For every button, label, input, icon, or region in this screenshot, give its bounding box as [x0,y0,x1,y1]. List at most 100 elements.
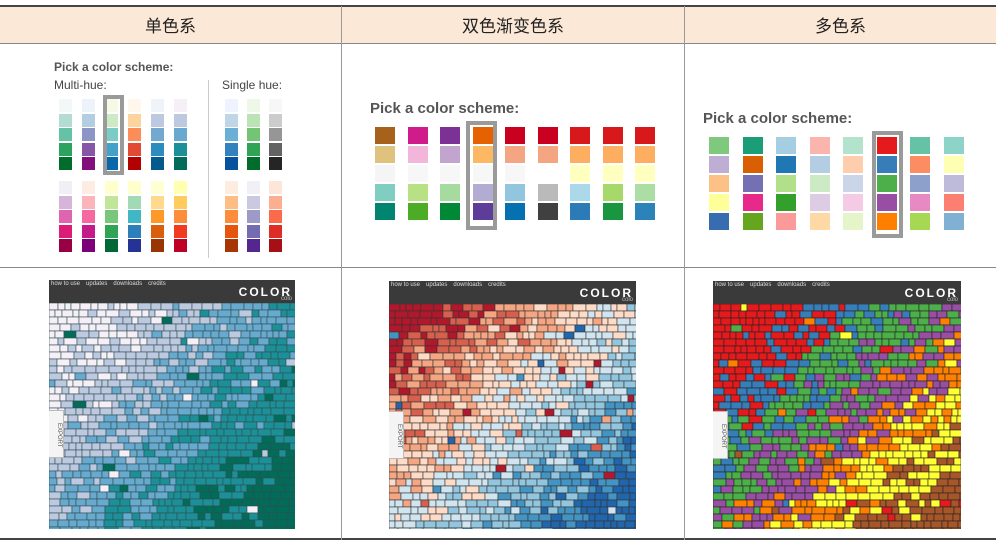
county-cell [806,338,815,347]
nav-updates[interactable]: updates [750,282,772,288]
county-cell [603,457,615,466]
county-cell [129,449,138,458]
county-cell [724,527,736,529]
color-scheme-option[interactable] [709,137,729,230]
county-map[interactable] [713,303,961,529]
county-cell [494,373,509,382]
county-cell [97,302,109,311]
color-scheme-option[interactable] [247,99,260,170]
county-cell [943,422,951,431]
color-scheme-option[interactable] [843,137,863,230]
county-cell [174,421,183,430]
export-tab[interactable]: EXPORT [49,410,64,458]
county-cell [861,345,873,354]
county-cell [807,422,816,431]
county-map[interactable] [49,302,295,529]
nav-how-to-use[interactable]: how to use [715,282,745,288]
color-scheme-option[interactable] [269,181,282,252]
county-cell [463,422,472,431]
color-scheme-option[interactable] [407,127,428,220]
nav-credits[interactable]: credits [148,281,166,287]
color-scheme-option[interactable] [59,99,72,170]
county-cell [262,519,277,528]
color-scheme-option[interactable] [128,99,141,170]
color-scheme-option[interactable] [82,181,95,252]
county-cell [444,478,457,487]
county-cell [247,407,255,416]
color-scheme-option[interactable] [910,137,930,230]
color-scheme-option[interactable] [151,181,164,252]
county-cell [910,492,921,501]
county-cell [291,386,295,395]
color-scheme-option[interactable] [635,127,655,220]
county-cell [577,443,592,452]
color-scheme-option[interactable] [375,127,395,220]
color-scheme-option[interactable] [105,181,118,252]
county-cell [550,310,559,319]
county-cell [195,484,210,493]
county-cell [212,302,223,311]
county-cell [877,443,890,452]
county-cell [79,302,92,311]
county-cell [225,470,233,479]
county-cell [630,415,636,424]
county-cell [950,415,958,424]
county-cell [795,422,809,431]
county-cell [802,303,815,312]
nav-downloads[interactable]: downloads [113,281,143,287]
color-scheme-option[interactable] [225,181,238,252]
county-cell [283,428,295,437]
color-scheme-option[interactable] [105,99,118,170]
color-scheme-option[interactable] [472,127,493,220]
county-cell [746,303,760,312]
color-scheme-option[interactable] [128,181,141,252]
county-cell [613,310,625,319]
color-scheme-option[interactable] [269,99,282,170]
color-scheme-option[interactable] [174,99,187,170]
county-cell [852,366,862,375]
nav-how-to-use[interactable]: how to use [51,281,81,287]
color-scheme-option[interactable] [59,181,72,252]
export-tab[interactable]: EXPORT [389,411,404,459]
color-scheme-option[interactable] [82,99,95,170]
county-cell [923,422,938,431]
color-scheme-option[interactable] [505,127,525,220]
county-cell [158,456,172,465]
county-cell [865,408,878,417]
county-cell [486,338,498,347]
county-cell [104,505,119,514]
color-scheme-option[interactable] [943,137,964,230]
county-cell [953,324,961,333]
nav-updates[interactable]: updates [426,282,448,288]
nav-how-to-use[interactable]: how to use [391,282,421,288]
county-cell [900,338,910,347]
county-cell [185,323,193,332]
color-scheme-option[interactable] [151,99,164,170]
color-scheme-option[interactable] [247,181,260,252]
county-map-svg[interactable] [49,302,295,529]
color-scheme-option[interactable] [570,127,590,220]
county-cell [146,351,160,360]
nav-credits[interactable]: credits [488,282,506,288]
county-cell [808,331,820,340]
color-scheme-option[interactable] [174,181,187,252]
nav-downloads[interactable]: downloads [453,282,483,288]
color-scheme-option[interactable] [537,127,558,220]
county-cell [409,415,424,424]
color-scheme-option[interactable] [876,137,897,230]
color-scheme-option[interactable] [602,127,623,220]
color-scheme-option[interactable] [776,137,796,230]
county-cell [286,309,295,318]
export-tab[interactable]: EXPORT [713,411,728,459]
county-cell [212,351,227,360]
county-map[interactable] [389,303,636,529]
county-map-svg[interactable] [389,303,636,529]
nav-downloads[interactable]: downloads [777,282,807,288]
nav-credits[interactable]: credits [812,282,830,288]
nav-updates[interactable]: updates [86,281,108,287]
color-scheme-option[interactable] [440,127,460,220]
color-scheme-option[interactable] [742,137,763,230]
color-scheme-option[interactable] [809,137,830,230]
county-map-svg[interactable] [713,303,961,529]
color-scheme-option[interactable] [225,99,238,170]
